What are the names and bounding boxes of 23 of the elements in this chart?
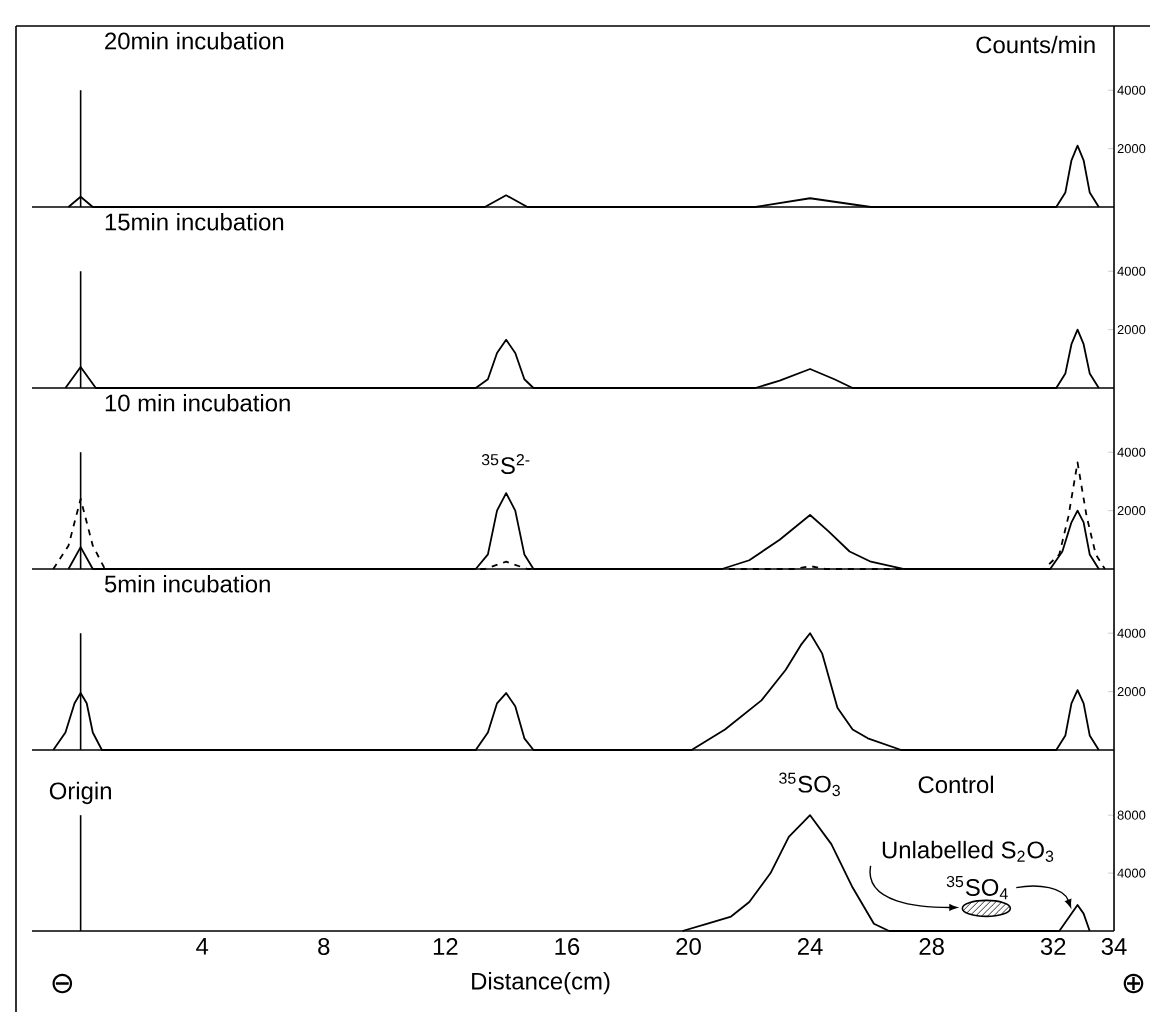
annotation: Control bbox=[918, 775, 993, 793]
annotation: $^{35}$SO$_{3}$ bbox=[779, 772, 840, 796]
chart-title: 10 min incubation bbox=[105, 393, 290, 411]
annotation: $^{35}$SO$_{4}$ bbox=[946, 875, 1008, 899]
chart-title: 15min incubation bbox=[105, 212, 284, 230]
x-tick-label: 24 bbox=[797, 937, 823, 955]
x-tick-label: 4 bbox=[196, 937, 209, 954]
x-tick-label: 32 bbox=[1040, 937, 1066, 955]
y-axis-title: Counts/min bbox=[976, 35, 1095, 53]
x-tick-label: 8 bbox=[318, 937, 330, 955]
chart-title: 20min incubation bbox=[105, 31, 284, 49]
x-tick-label: 12 bbox=[433, 937, 458, 955]
x-tick-label: 34 bbox=[1101, 937, 1127, 955]
ref-line-label: Origin bbox=[49, 781, 111, 804]
annotation: Unlabelled S$_{2}$O$_{3}$ bbox=[882, 840, 1054, 862]
text: ⊖ bbox=[52, 973, 73, 993]
annotation: $^{35}$S$^{2-}$ bbox=[481, 453, 530, 474]
x-axis-title: Distance(cm) bbox=[472, 971, 610, 994]
x-tick-label: 16 bbox=[555, 937, 580, 955]
x-tick-label: 28 bbox=[919, 937, 944, 955]
x-tick-label: 20 bbox=[676, 937, 701, 955]
text: ⊕ bbox=[1123, 973, 1144, 993]
chart-title: 5min incubation bbox=[104, 574, 270, 592]
